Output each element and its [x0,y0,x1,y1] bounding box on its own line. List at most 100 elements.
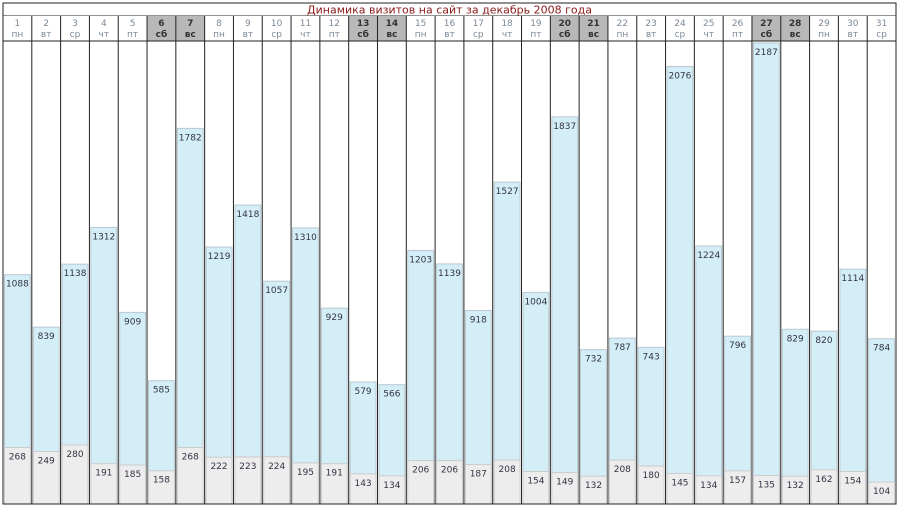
secondary-bar [90,463,118,505]
weekend-header-cell [377,16,407,41]
visits-value-label: 1782 [179,133,202,143]
day-number-label: 28 [789,19,802,29]
weekday-label: чт [99,30,110,40]
visits-value-label: 1418 [236,210,259,220]
header-cell [406,16,436,41]
weekday-label: ср [675,30,686,40]
visits-value-label: 820 [815,336,832,346]
header-cell [492,16,522,41]
day-column: 2вт 839 249 [31,16,61,505]
day-column: 6сб 585 158 [146,16,176,505]
weekday-label: вс [185,30,196,40]
secondary-bar [580,475,607,505]
weekend-header-cell [348,16,378,41]
secondary-bar [666,472,694,505]
day-column: 9вт 1418 223 [232,16,263,505]
day-number-label: 18 [501,19,513,29]
day-number-label: 23 [645,19,656,29]
secondary-bar [32,451,60,505]
secondary-bar [176,447,204,505]
visits-bar [551,116,579,505]
day-number-label: 21 [587,19,600,29]
weekday-label: сб [559,29,571,40]
chart-frame [2,2,897,505]
weekday-label: пн [415,30,427,40]
day-number-label: 5 [130,19,136,29]
header-cell [89,16,119,41]
visits-bar [839,268,867,505]
secondary-value-label: 180 [643,471,660,481]
secondary-bar [493,459,521,505]
visits-bar [752,42,780,505]
day-number-label: 14 [386,19,399,29]
weekday-label: вт [848,30,859,40]
day-number-label: 7 [187,19,193,29]
day-number-label: 22 [617,19,628,29]
weekday-label: пт [329,30,340,40]
weekday-label: ср [876,30,887,40]
day-column: 8пн 1219 222 [204,16,234,505]
weekday-label: ср [70,30,81,40]
weekend-header-cell [147,16,176,41]
header-cell [262,16,292,41]
visits-bar [493,181,521,505]
visits-value-label: 1310 [294,233,317,243]
visits-bar [666,65,694,505]
secondary-value-label: 162 [815,475,832,485]
header-cell [636,16,666,41]
secondary-value-label: 208 [614,465,631,475]
secondary-value-label: 145 [671,478,688,488]
weekday-label: чт [300,30,311,40]
day-number-label: 13 [357,19,370,29]
header-cell [319,16,349,41]
header-cell [867,16,896,41]
secondary-value-label: 104 [873,487,890,497]
visits-value-label: 2187 [755,48,778,58]
day-number-label: 30 [847,19,859,29]
weekend-header-cell [579,16,608,41]
day-number-label: 4 [101,19,107,29]
visits-value-label: 839 [38,332,55,342]
header-cell [3,16,32,41]
secondary-value-label: 206 [441,466,458,476]
weekday-label: вс [386,30,397,40]
secondary-bar [724,470,751,505]
secondary-value-label: 158 [153,476,170,486]
visits-value-label: 579 [354,387,371,397]
day-column: 7вс 1782 268 [175,16,205,505]
header-cell [291,16,320,41]
secondary-value-label: 135 [758,481,775,491]
secondary-bar [119,464,147,505]
secondary-value-label: 143 [354,479,371,489]
secondary-bar [551,472,579,505]
visits-value-label: 796 [729,341,746,351]
weekday-label: сб [357,29,369,40]
visits-value-label: 1088 [6,280,29,290]
secondary-value-label: 132 [585,481,602,491]
header-cell [233,16,263,41]
header-cell [723,16,752,41]
secondary-value-label: 268 [9,453,26,463]
weekday-label: пн [12,30,24,40]
weekday-label: пн [213,30,225,40]
weekday-label: чт [502,30,513,40]
visits-bar [234,204,262,505]
visits-bar [90,226,118,505]
secondary-value-label: 191 [326,469,343,479]
secondary-bar [263,456,291,505]
visits-value-label: 1114 [841,274,864,284]
day-number-label: 10 [271,19,283,29]
secondary-value-label: 134 [383,481,400,491]
chart-columns: 1пн10882682вт8392493ср11382804чт13121915… [3,16,896,505]
secondary-value-label: 249 [38,457,55,467]
header-cell [31,16,61,41]
